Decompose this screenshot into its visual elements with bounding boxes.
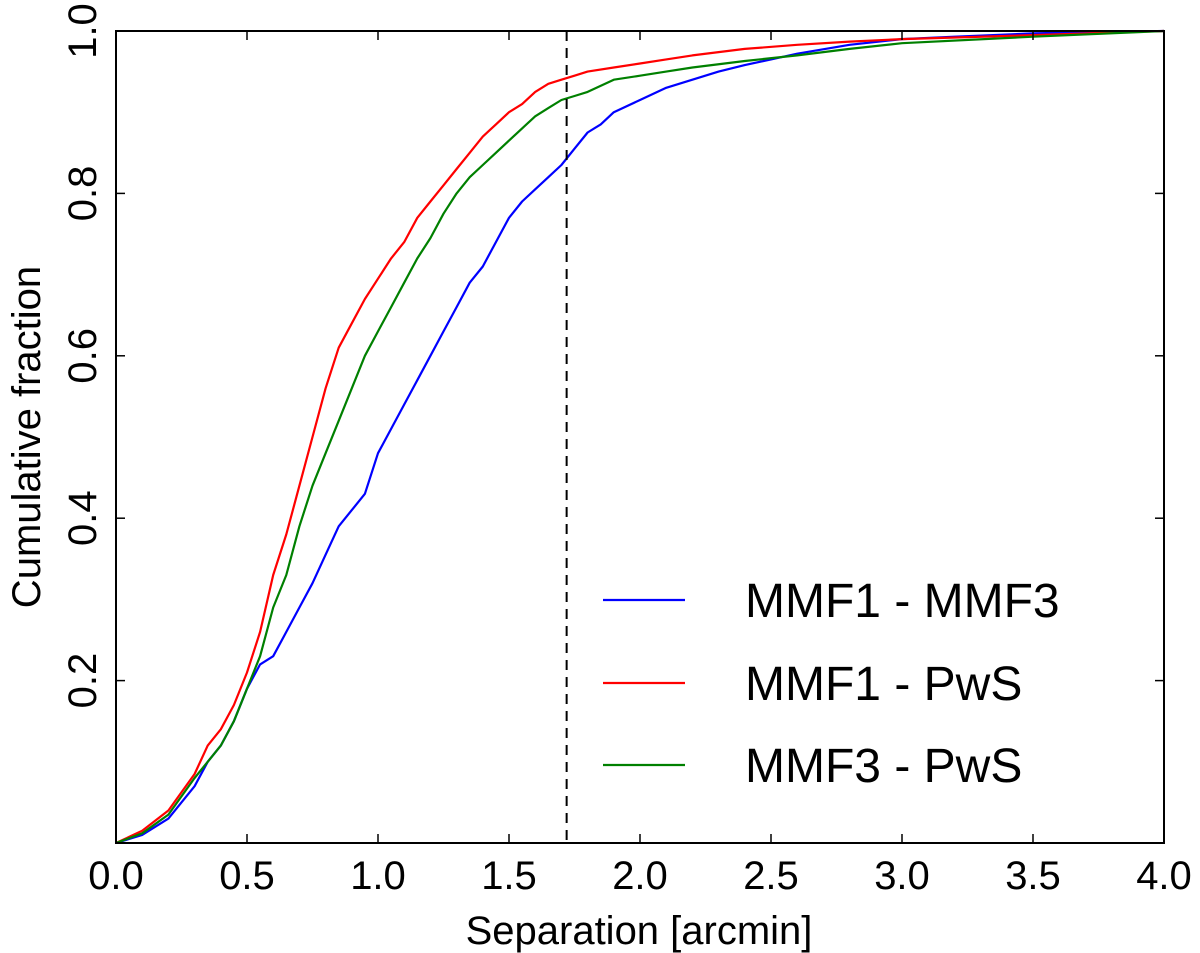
x-tick-label: 0.5 <box>219 854 275 898</box>
legend-label-1: MMF1 - MMF3 <box>745 575 1060 628</box>
y-axis-label: Cumulative fraction <box>5 266 49 608</box>
plot-frame <box>115 30 1165 844</box>
legend: MMF1 - MMF3 MMF1 - PwS MMF3 - PwS <box>603 575 1060 793</box>
series-line-2 <box>115 29 1165 844</box>
x-tick-label: 3.0 <box>874 854 930 898</box>
x-tick-label: 2.0 <box>612 854 668 898</box>
ticks-layer: 0.0 0.5 1.0 1.5 2.0 2.5 3.0 3.5 4.0 0.2 0.4 0.6 0.8 1… <box>61 3 1192 898</box>
y-tick-label: 0.4 <box>61 490 105 546</box>
y-tick-label: 1.0 <box>61 3 105 59</box>
x-tick-label: 3.5 <box>1005 854 1061 898</box>
x-tick-label: 4.0 <box>1136 854 1192 898</box>
series-line-1 <box>115 29 1165 845</box>
x-tick-label: 0.0 <box>88 854 144 898</box>
x-tick-label: 2.5 <box>743 854 799 898</box>
series-line-3 <box>115 29 1165 845</box>
y-tick-label: 0.8 <box>61 166 105 222</box>
series-layer <box>115 29 1165 845</box>
y-tick-label: 0.2 <box>61 653 105 709</box>
legend-label-3: MMF3 - PwS <box>745 740 1022 793</box>
x-tick-label: 1.0 <box>350 854 406 898</box>
x-tick-label: 1.5 <box>481 854 537 898</box>
y-tick-label: 0.6 <box>61 328 105 384</box>
x-axis-label: Separation [arcmin] <box>466 909 813 953</box>
legend-label-2: MMF1 - PwS <box>745 658 1022 711</box>
